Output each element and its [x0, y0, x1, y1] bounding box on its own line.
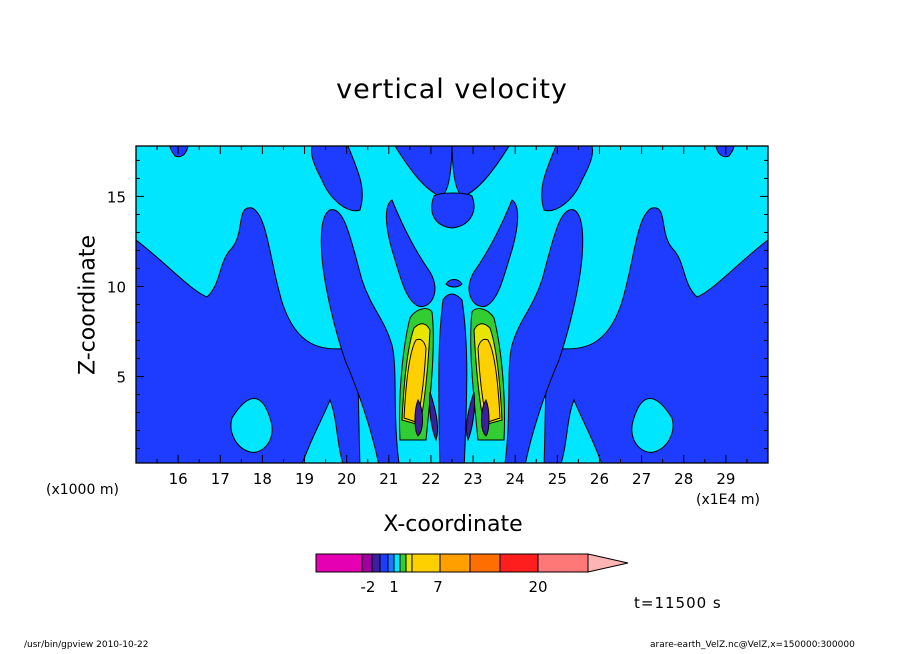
y-tick-label: 5 [116, 369, 126, 387]
top-left-blue-lobe [311, 146, 363, 212]
time-label: t=11500 s [634, 594, 722, 612]
x-tick-label: 21 [379, 470, 398, 488]
colorbar-label: 7 [433, 578, 443, 596]
x-tick-label: 26 [590, 470, 609, 488]
colorbar-arrow [587, 553, 629, 573]
x-tick-label: 17 [211, 470, 230, 488]
x-tick-label: 23 [464, 470, 483, 488]
x-axis-unit-note: (x1000 m) [46, 482, 119, 498]
contour-fill-group [136, 146, 768, 463]
x-tick-label: 20 [337, 470, 356, 488]
top-left-small-blue [169, 146, 189, 158]
top-center-blue-cap [431, 192, 475, 229]
left-cyan-bubble [230, 398, 273, 453]
colorbar-swatch [499, 553, 539, 573]
colorbar-swatch [399, 553, 407, 573]
colorbar-swatch [387, 553, 395, 573]
y-tick-label: 15 [107, 188, 126, 206]
x-tick-label: 22 [421, 470, 440, 488]
left-navy-streak-mirror [465, 391, 475, 442]
colorbar-label: 1 [389, 578, 399, 596]
left-inner-blue-band-mirror [504, 209, 584, 463]
center-left-blue-streak [385, 199, 436, 308]
x-tick-label: 16 [169, 470, 188, 488]
footer-source: arare-earth_VelZ.nc@VelZ,x=150000:300000 [650, 640, 855, 650]
x-tick-label: 28 [674, 470, 693, 488]
x-tick-label: 18 [253, 470, 272, 488]
left-low-cyan-wedge [301, 398, 344, 463]
colorbar-swatch [361, 553, 373, 573]
x-axis-label: X-coordinate [383, 512, 523, 537]
footer-program: /usr/bin/gpview 2010-10-22 [24, 640, 149, 650]
left-updraft-navy-streak [414, 398, 423, 437]
colorbar: -2 1 7 20 [315, 553, 629, 596]
colorbar-swatch [315, 553, 363, 573]
left-updraft-gold-core [403, 338, 427, 423]
left-navy-streak [429, 391, 439, 442]
colorbar-swatch [371, 553, 381, 573]
colorbar-label: 20 [528, 578, 547, 596]
colorbar-label: -2 [361, 578, 376, 596]
x-tick-label: 24 [506, 470, 525, 488]
x-axis-multiplier-note: (x1E4 m) [696, 492, 760, 508]
colorbar-swatch [439, 553, 471, 573]
colorbar-swatch [405, 553, 413, 573]
left-cyan-bubble-mirror [631, 398, 674, 453]
colorbar-swatch [411, 553, 441, 573]
top-left-small-blue-mirror [715, 146, 735, 158]
left-updraft-navy-streak-mirror [481, 398, 490, 437]
x-tick-label: 27 [632, 470, 651, 488]
left-updraft-gold-core-mirror [477, 338, 501, 423]
left-inner-blue-band [320, 209, 400, 463]
colorbar-swatch [469, 553, 501, 573]
colorbar-swatch [393, 553, 401, 573]
x-tick-label: 19 [295, 470, 314, 488]
top-left-blue-lobe-mirror [541, 146, 593, 212]
x-tick-label: 25 [548, 470, 567, 488]
y-axis-label: Z-coordinate [75, 235, 101, 375]
center-left-blue-streak-mirror [468, 199, 519, 308]
central-blue-column [438, 293, 468, 463]
small-center-blue-dot [445, 279, 463, 288]
colorbar-swatch [379, 553, 389, 573]
left-low-cyan-wedge-mirror [560, 398, 603, 463]
x-tick-label: 29 [716, 470, 735, 488]
colorbar-swatch [537, 553, 589, 573]
chart-title: vertical velocity [336, 74, 568, 105]
y-tick-label: 10 [107, 278, 126, 296]
